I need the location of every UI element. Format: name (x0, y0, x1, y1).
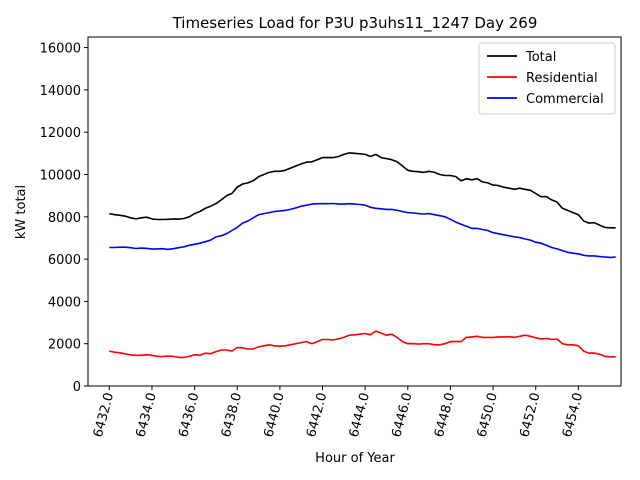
y-tick-label: 16000 (40, 42, 81, 57)
plot-frame (87, 36, 622, 387)
legend-box (478, 42, 616, 115)
y-tick-label: 12000 (40, 126, 81, 141)
series-lines (109, 152, 616, 359)
series-line-total (109, 152, 616, 229)
legend: Total Residential Commercial (478, 42, 616, 115)
y-tick-label: 8000 (48, 211, 81, 226)
x-axis-label: Hour of Year (315, 451, 395, 466)
legend-label-residential: Residential (526, 71, 598, 86)
y-tick-label: 4000 (48, 295, 81, 310)
y-tick-label: 14000 (40, 84, 81, 99)
y-tick-label: 0 (73, 380, 81, 395)
y-axis: 0 2000 4000 6000 8000 10000 12000 14000 16000 (40, 42, 88, 395)
y-tick-label: 2000 (48, 338, 81, 353)
y-tick-label: 6000 (48, 253, 81, 268)
legend-label-total: Total (525, 50, 556, 65)
series-line-commercial (109, 202, 616, 259)
y-axis-label: kW total (14, 185, 29, 239)
y-tick-label: 10000 (40, 168, 81, 183)
chart-title: Timeseries Load for P3U p3uhs11_1247 Day… (172, 14, 538, 33)
legend-label-commercial: Commercial (526, 92, 604, 107)
series-line-residential (109, 330, 616, 359)
